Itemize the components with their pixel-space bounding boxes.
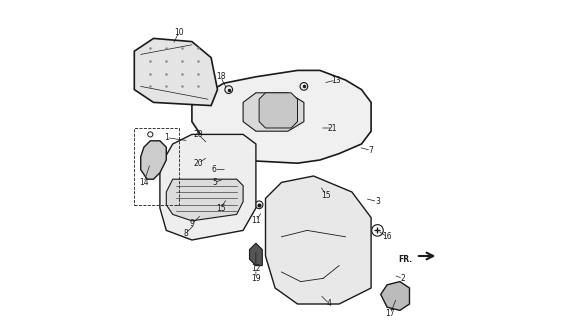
Text: 10: 10 — [175, 28, 184, 36]
Polygon shape — [160, 134, 256, 240]
Circle shape — [144, 157, 150, 163]
Text: 7: 7 — [369, 146, 373, 155]
Text: 8: 8 — [183, 229, 188, 238]
Polygon shape — [266, 176, 371, 304]
Text: 15: 15 — [321, 191, 331, 200]
Text: 2: 2 — [401, 274, 405, 283]
Text: 11: 11 — [251, 216, 261, 225]
Text: 5: 5 — [212, 178, 217, 187]
Polygon shape — [249, 243, 262, 266]
Text: 6: 6 — [212, 165, 217, 174]
Text: 1: 1 — [164, 133, 169, 142]
Text: 16: 16 — [382, 232, 392, 241]
Text: 19: 19 — [251, 274, 261, 283]
Text: 17: 17 — [386, 309, 395, 318]
Polygon shape — [166, 179, 243, 221]
Text: 18: 18 — [216, 72, 225, 81]
Polygon shape — [192, 70, 371, 163]
Circle shape — [393, 294, 400, 301]
Text: 20: 20 — [194, 130, 203, 139]
Text: 21: 21 — [328, 124, 337, 132]
Polygon shape — [259, 93, 297, 128]
Polygon shape — [243, 93, 304, 131]
Polygon shape — [141, 141, 166, 179]
Text: 14: 14 — [139, 178, 149, 187]
Text: 20: 20 — [194, 159, 203, 168]
Polygon shape — [135, 38, 217, 106]
Text: 13: 13 — [331, 76, 341, 84]
Text: 9: 9 — [190, 220, 194, 228]
Polygon shape — [381, 282, 409, 310]
Text: 12: 12 — [251, 264, 261, 273]
Text: 3: 3 — [375, 197, 380, 206]
Text: FR.: FR. — [399, 255, 413, 264]
Text: 4: 4 — [327, 300, 332, 308]
Text: 15: 15 — [216, 204, 226, 212]
